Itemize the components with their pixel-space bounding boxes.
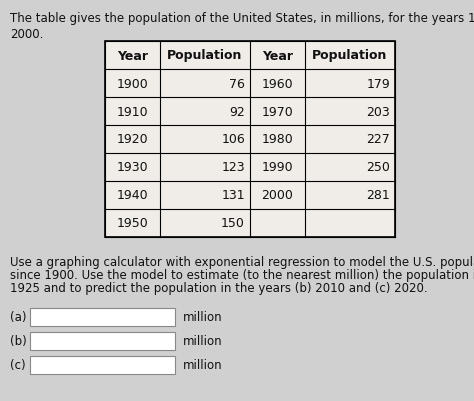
Text: 179: 179 [366,77,390,90]
Text: 1920: 1920 [117,133,148,146]
Text: 1980: 1980 [262,133,293,146]
Text: 1900: 1900 [117,77,148,90]
Text: 92: 92 [229,105,245,118]
Text: 203: 203 [366,105,390,118]
Text: Population: Population [312,49,388,62]
Text: since 1900. Use the model to estimate (to the nearest million) the population in: since 1900. Use the model to estimate (t… [10,268,474,281]
Bar [30,356,175,374]
Text: 76: 76 [229,77,245,90]
Text: 2000.: 2000. [10,28,44,41]
Text: million: million [183,335,223,348]
Text: Use a graphing calculator with exponential regression to model the U.S. populati: Use a graphing calculator with exponenti… [10,255,474,268]
Bar [30,308,175,326]
Text: The table gives the population of the United States, in millions, for the years : The table gives the population of the Un… [10,12,474,25]
Text: 106: 106 [221,133,245,146]
Text: Population: Population [167,49,243,62]
Text: 123: 123 [221,161,245,174]
Text: 1940: 1940 [117,189,148,202]
Text: Year: Year [262,49,293,62]
Text: 1970: 1970 [262,105,293,118]
Text: 1930: 1930 [117,161,148,174]
Text: 150: 150 [221,217,245,230]
Text: 2000: 2000 [262,189,293,202]
Text: 1950: 1950 [117,217,148,230]
Text: 1910: 1910 [117,105,148,118]
Text: 281: 281 [366,189,390,202]
Text: million: million [183,311,223,324]
Text: 227: 227 [366,133,390,146]
Text: million: million [183,358,223,372]
Text: 1925 and to predict the population in the years (b) 2010 and (c) 2020.: 1925 and to predict the population in th… [10,281,428,294]
Text: 1990: 1990 [262,161,293,174]
Text: (c): (c) [10,358,26,372]
Bar [105,42,395,237]
Text: Year: Year [117,49,148,62]
Text: 250: 250 [366,161,390,174]
Text: 131: 131 [221,189,245,202]
Text: (b): (b) [10,335,27,348]
Text: (a): (a) [10,311,27,324]
Text: 1960: 1960 [262,77,293,90]
Bar [30,332,175,350]
